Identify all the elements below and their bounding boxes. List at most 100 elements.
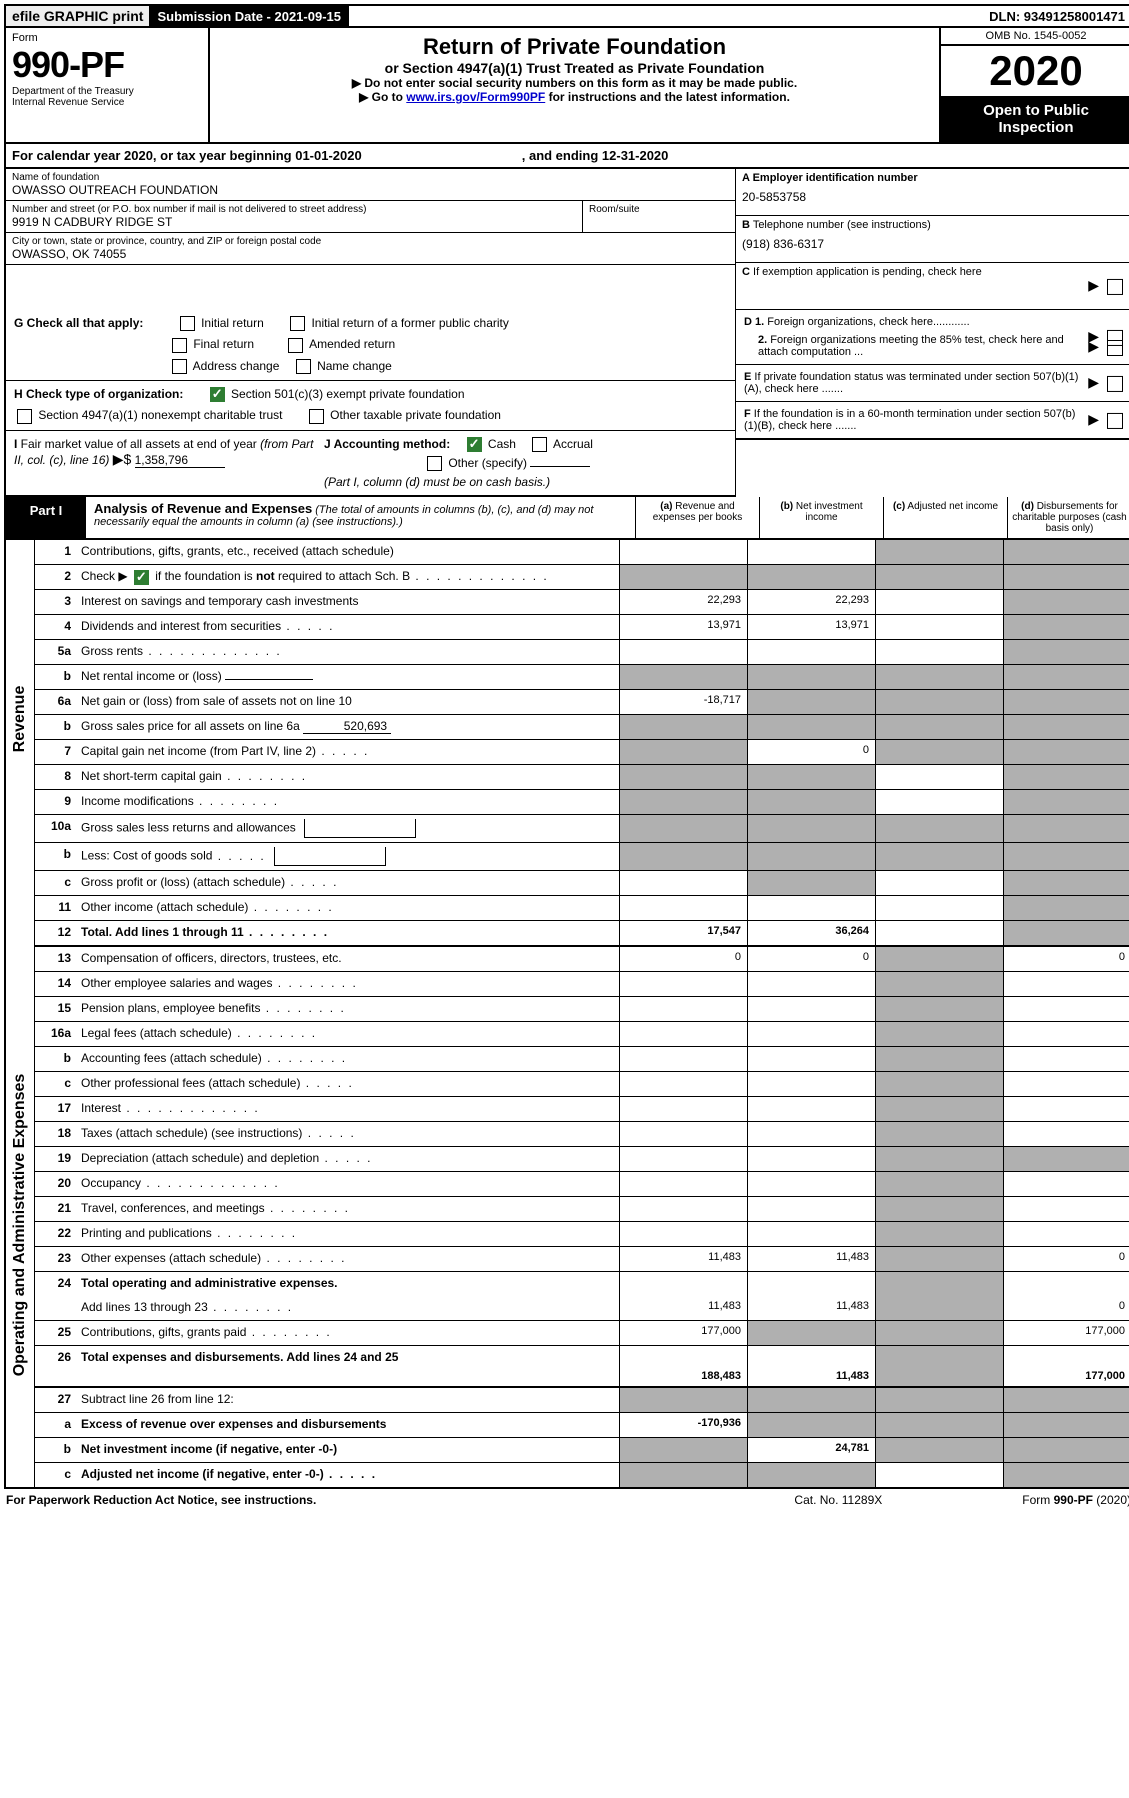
d-foreign-org: D 1. Foreign organizations, check here..… (736, 310, 1129, 365)
line5b-desc: Net rental income or (loss) (77, 665, 619, 689)
other-taxable-checkbox[interactable] (309, 409, 324, 424)
line10c-desc: Gross profit or (loss) (attach schedule) (77, 871, 619, 895)
address-change-checkbox[interactable] (172, 359, 187, 374)
line4-desc: Dividends and interest from securities (77, 615, 619, 639)
line6b-value: 520,693 (303, 719, 391, 734)
line1-desc: Contributions, gifts, grants, etc., rece… (77, 540, 619, 564)
line2-desc: Check ▶ if the foundation is not require… (77, 565, 619, 589)
room-suite-label: Room/suite (582, 201, 735, 232)
sch-b-checkbox[interactable] (134, 570, 149, 585)
catalog-number: Cat. No. 11289X (794, 1493, 882, 1507)
dept-treasury: Department of the Treasury (12, 86, 202, 97)
ein-label: A Employer identification number (742, 172, 1125, 184)
line18-desc: Taxes (attach schedule) (see instruction… (77, 1122, 619, 1146)
paperwork-notice: For Paperwork Reduction Act Notice, see … (6, 1493, 316, 1507)
line23-desc: Other expenses (attach schedule) (77, 1247, 619, 1271)
check-section: G Check all that apply: Initial return I… (4, 310, 1129, 497)
part1-table: Revenue Operating and Administrative Exp… (4, 540, 1129, 1489)
line6b-desc: Gross sales price for all assets on line… (77, 715, 619, 739)
line8-desc: Net short-term capital gain (77, 765, 619, 789)
line26-col-d: 177,000 (1085, 1370, 1125, 1382)
col-a-header: (a) Revenue and expenses per books (636, 497, 760, 538)
line10a-desc: Gross sales less returns and allowances (77, 815, 619, 842)
line23-col-a: 11,483 (619, 1247, 747, 1271)
line17-desc: Interest (77, 1097, 619, 1121)
part1-label: Part I (6, 497, 86, 538)
h-org-type: H Check type of organization: Section 50… (6, 381, 735, 431)
line13-col-d: 0 (1003, 947, 1129, 971)
line13-col-a: 0 (619, 947, 747, 971)
line7-desc: Capital gain net income (from Part IV, l… (77, 740, 619, 764)
line3-col-b: 22,293 (747, 590, 875, 614)
goto-instructions: ▶ Go to www.irs.gov/Form990PF for instru… (220, 90, 929, 104)
line24-col-b: 11,483 (747, 1296, 875, 1320)
initial-former-checkbox[interactable] (290, 316, 305, 331)
line26-desc: Total expenses and disbursements. Add li… (77, 1346, 619, 1386)
form990pf-link[interactable]: www.irs.gov/Form990PF (406, 90, 545, 104)
line16c-desc: Other professional fees (attach schedule… (77, 1072, 619, 1096)
amended-return-checkbox[interactable] (288, 338, 303, 353)
final-return-checkbox[interactable] (172, 338, 187, 353)
line27b-desc: Net investment income (if negative, ente… (77, 1438, 619, 1462)
top-bar: efile GRAPHIC print Submission Date - 20… (4, 4, 1129, 28)
line3-col-a: 22,293 (619, 590, 747, 614)
ssn-warning: ▶ Do not enter social security numbers o… (220, 76, 929, 90)
line10b-desc: Less: Cost of goods sold (77, 843, 619, 870)
foundation-name: OWASSO OUTREACH FOUNDATION (12, 183, 729, 197)
e-terminated: E If private foundation status was termi… (736, 365, 1129, 402)
line23-col-b: 11,483 (747, 1247, 875, 1271)
initial-return-checkbox[interactable] (180, 316, 195, 331)
phone-value: (918) 836-6317 (742, 237, 1125, 251)
line27b-col-b: 24,781 (747, 1438, 875, 1462)
line12-col-b: 36,264 (747, 921, 875, 945)
form-header: Form 990-PF Department of the Treasury I… (4, 28, 1129, 144)
efile-print-button[interactable]: efile GRAPHIC print (6, 6, 151, 26)
exemption-pending-checkbox[interactable] (1107, 279, 1123, 295)
501c3-checkbox[interactable] (210, 387, 225, 402)
submission-date: Submission Date - 2021-09-15 (151, 6, 349, 26)
dln: DLN: 93491258001471 (983, 6, 1129, 26)
exemption-pending-label: C If exemption application is pending, c… (742, 266, 982, 278)
cash-method-checkbox[interactable] (467, 437, 482, 452)
line11-desc: Other income (attach schedule) (77, 896, 619, 920)
form-word: Form (12, 32, 202, 44)
foreign-85-checkbox[interactable] (1107, 340, 1123, 356)
page-footer: For Paperwork Reduction Act Notice, see … (4, 1489, 1129, 1511)
open-to-public: Open to Public Inspection (941, 96, 1129, 142)
line27a-desc: Excess of revenue over expenses and disb… (77, 1413, 619, 1437)
city-label: City or town, state or province, country… (12, 236, 729, 247)
line19-desc: Depreciation (attach schedule) and deple… (77, 1147, 619, 1171)
part1-header: Part I Analysis of Revenue and Expenses … (4, 497, 1129, 540)
fmv-value: 1,358,796 (135, 453, 225, 468)
line12-col-a: 17,547 (619, 921, 747, 945)
side-labels: Revenue Operating and Administrative Exp… (6, 540, 35, 1487)
col-b-header: (b) Net investment income (760, 497, 884, 538)
line26-col-b: 11,483 (836, 1370, 869, 1382)
form-footer-id: Form 990-PF (2020) (1022, 1493, 1129, 1507)
entity-info: Name of foundation OWASSO OUTREACH FOUND… (4, 169, 1129, 310)
line6a-col-a: -18,717 (619, 690, 747, 714)
other-method-checkbox[interactable] (427, 456, 442, 471)
phone-label: B B Telephone number (see instructions)T… (742, 219, 1125, 231)
line27a-col-a: -170,936 (619, 1413, 747, 1437)
revenue-side-label: Revenue (11, 686, 29, 753)
line16b-desc: Accounting fees (attach schedule) (77, 1047, 619, 1071)
line25-col-d: 177,000 (1003, 1321, 1129, 1345)
60month-checkbox[interactable] (1107, 413, 1123, 429)
irs: Internal Revenue Service (12, 97, 202, 108)
line27c-desc: Adjusted net income (if negative, enter … (77, 1463, 619, 1487)
line12-desc: Total. Add lines 1 through 11 (77, 921, 619, 945)
line24b-desc: Add lines 13 through 23 (77, 1296, 619, 1320)
omb-number: OMB No. 1545-0052 (941, 28, 1129, 46)
line5a-desc: Gross rents (77, 640, 619, 664)
form-title: Return of Private Foundation (220, 34, 929, 60)
line14-desc: Other employee salaries and wages (77, 972, 619, 996)
accrual-method-checkbox[interactable] (532, 437, 547, 452)
name-change-checkbox[interactable] (296, 359, 311, 374)
line7-col-b: 0 (747, 740, 875, 764)
4947a1-checkbox[interactable] (17, 409, 32, 424)
cash-basis-note: (Part I, column (d) must be on cash basi… (324, 475, 550, 489)
terminated-checkbox[interactable] (1107, 376, 1123, 392)
line24-desc: Total operating and administrative expen… (77, 1272, 619, 1296)
col-c-header: (c) Adjusted net income (884, 497, 1008, 538)
